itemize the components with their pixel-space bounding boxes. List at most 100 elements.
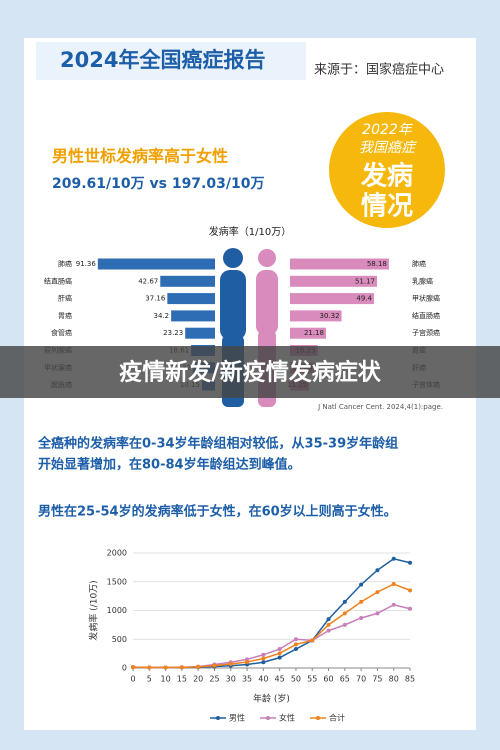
point — [408, 560, 412, 565]
category-label: 肺癌 — [412, 259, 426, 268]
bar — [160, 275, 215, 287]
point — [245, 659, 250, 664]
value-label: 58.18 — [367, 260, 387, 268]
y-tick-label: 0 — [122, 664, 127, 673]
point — [179, 665, 184, 670]
point — [391, 582, 396, 587]
bar — [171, 310, 215, 322]
x-tick-label: 45 — [275, 675, 285, 684]
point — [277, 647, 282, 652]
title: 2024年全国癌症报告 — [60, 48, 265, 72]
point — [375, 611, 380, 616]
x-tick-label: 10 — [160, 675, 170, 684]
value-label: 34.2 — [154, 312, 170, 320]
point — [326, 622, 331, 627]
x-tick-label: 65 — [340, 675, 350, 684]
category-label: 食管癌 — [51, 328, 72, 337]
x-tick-label: 70 — [356, 675, 366, 684]
x-tick-label: 85 — [405, 675, 415, 684]
point — [261, 652, 266, 657]
category-label: 甲状腺癌 — [412, 294, 440, 303]
x-tick-label: 0 — [130, 675, 135, 684]
category-label: 结直肠癌 — [44, 276, 72, 285]
category-label: 胃癌 — [58, 311, 72, 320]
point — [131, 665, 135, 670]
bar — [290, 275, 377, 287]
x-tick-label: 25 — [209, 675, 219, 684]
point — [359, 582, 364, 587]
badge-text: 我国癌症 — [359, 140, 418, 156]
bar — [290, 293, 374, 305]
banner — [0, 346, 500, 398]
paragraph: 男性在25-54岁的发病率低于女性，在60岁以上则高于女性。 — [38, 504, 397, 520]
point — [228, 661, 233, 666]
point — [163, 665, 168, 670]
x-tick-label: 35 — [242, 675, 252, 684]
category-label: 子宫颈癌 — [412, 328, 440, 337]
legend-label: 女性 — [279, 713, 295, 723]
point — [293, 647, 298, 652]
point — [326, 628, 331, 633]
value-label: 91.36 — [76, 260, 97, 268]
value-label: 42.67 — [138, 277, 158, 285]
bar — [290, 310, 342, 322]
point — [375, 568, 380, 573]
point — [359, 599, 364, 604]
point — [408, 588, 412, 593]
paragraph: 全癌种的发病率在0-34岁年龄组相对较低，从35-39岁年龄组 — [37, 436, 398, 452]
bar — [185, 327, 215, 339]
x-tick-label: 50 — [291, 675, 301, 684]
chart-title: 发病率（1/10万） — [209, 225, 291, 238]
header-box — [36, 42, 306, 80]
point — [342, 599, 347, 604]
point — [147, 665, 152, 670]
point — [277, 655, 282, 660]
legend-label: 合计 — [329, 713, 345, 723]
bar — [290, 327, 327, 339]
x-tick-label: 40 — [258, 675, 268, 684]
banner-text: 疫情新发/新疫情发病症状 — [119, 359, 381, 386]
point — [391, 602, 396, 607]
value-label: 49.4 — [356, 295, 372, 303]
bar — [167, 293, 215, 305]
point — [293, 642, 298, 647]
y-axis-label: 发病率 (/10万) — [88, 580, 100, 640]
x-tick-label: 55 — [307, 675, 317, 684]
badge — [329, 112, 445, 228]
source: 来源于：国家癌症中心 — [314, 62, 444, 78]
value-label: 51.17 — [355, 277, 375, 285]
legend-label: 男性 — [229, 713, 245, 723]
y-tick-label: 1000 — [107, 606, 127, 615]
point — [277, 651, 282, 656]
x-tick-label: 20 — [193, 675, 203, 684]
legend-swatch — [316, 716, 320, 720]
point — [261, 660, 266, 665]
badge-text: 发病 — [360, 161, 413, 192]
point — [342, 622, 347, 627]
point — [408, 606, 412, 611]
x-tick-label: 30 — [226, 675, 236, 684]
point — [375, 590, 380, 595]
y-tick-label: 1500 — [107, 577, 127, 586]
x-tick-label: 75 — [372, 675, 382, 684]
line — [132, 583, 411, 669]
badge-text: 情况 — [361, 192, 413, 222]
x-tick-label: 60 — [323, 675, 333, 684]
bar — [290, 258, 389, 270]
compare: 209.61/10万 vs 197.03/10万 — [52, 176, 264, 192]
x-tick-label: 15 — [177, 675, 187, 684]
paragraph: 开始显著增加，在80-84岁年龄组达到峰值。 — [38, 457, 301, 473]
y-tick-label: 2000 — [107, 549, 127, 558]
point — [196, 664, 201, 669]
point — [212, 663, 217, 668]
point — [391, 556, 396, 561]
chart-source: J Natl Cancer Cent. 2024,4(1):page. — [317, 403, 443, 411]
badge-text: 2022年 — [362, 122, 414, 138]
legend-swatch — [216, 716, 220, 720]
x-axis-label: 年龄 (岁) — [253, 693, 290, 705]
x-tick-label: 80 — [389, 675, 399, 684]
category-label: 肝癌 — [58, 294, 72, 303]
point — [310, 638, 315, 643]
value-label: 37.16 — [145, 295, 166, 303]
point — [359, 615, 364, 620]
